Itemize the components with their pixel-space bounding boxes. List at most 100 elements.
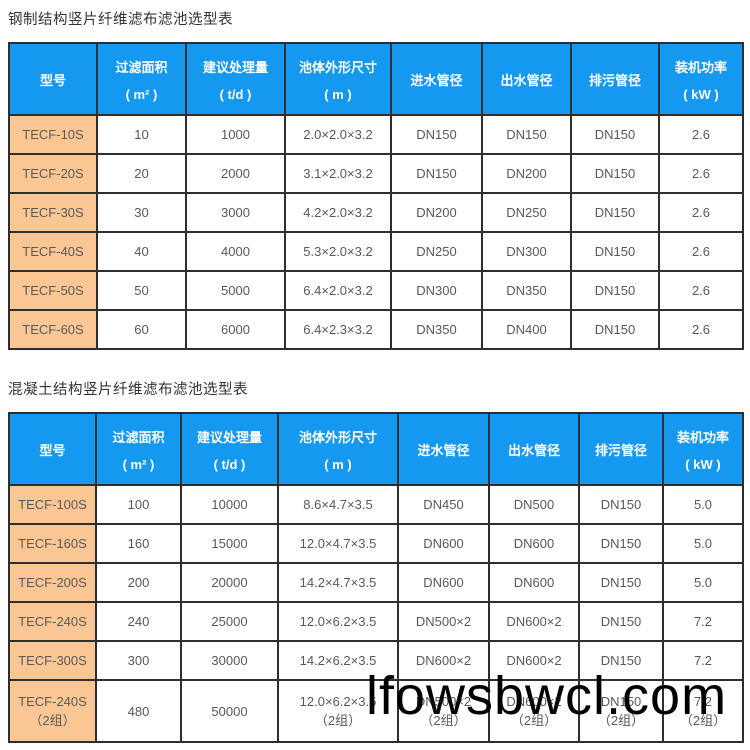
filter-area-cell: 200 xyxy=(95,562,182,603)
col-header-capacity: 建议处理量 ( t/d ) xyxy=(180,412,279,486)
dimensions-cell: 12.0×6.2×3.5 xyxy=(277,601,399,642)
capacity-cell: 6000 xyxy=(185,309,286,350)
col-header-outlet: 出水管径 xyxy=(488,412,580,486)
header-label: 池体外形尺寸 xyxy=(298,59,377,75)
header-label: 排污管径 xyxy=(588,72,641,88)
model-cell: TECF-40S xyxy=(8,231,98,272)
drain-cell: DN150 xyxy=(570,114,660,155)
drain-cell: DN150 （2组） xyxy=(578,679,664,743)
outlet-cell: DN500 xyxy=(488,484,580,525)
filter-area-cell: 60 xyxy=(96,309,187,350)
table-row: TECF-40S 40 4000 5.3×2.0×3.2 DN250 DN300… xyxy=(8,231,744,272)
col-header-drain: 排污管径 xyxy=(570,42,660,116)
dimensions-cell: 8.6×4.7×3.5 xyxy=(277,484,399,525)
header-unit: ( kW ) xyxy=(685,456,721,472)
filter-area-cell: 10 xyxy=(96,114,187,155)
filter-area-cell: 100 xyxy=(95,484,182,525)
capacity-cell: 30000 xyxy=(180,640,279,681)
concrete-spec-table: 型号 过滤面积 ( m² ) 建议处理量 ( t/d ) 池体外形尺寸 ( m ) 进… xyxy=(8,412,744,743)
dimensions-cell: 12.0×4.7×3.5 xyxy=(277,523,399,564)
drain-cell: DN150 xyxy=(570,192,660,233)
inlet-cell: DN500×2 xyxy=(397,601,490,642)
power-cell: 5.0 xyxy=(662,523,744,564)
col-header-capacity: 建议处理量 ( t/d ) xyxy=(185,42,286,116)
header-label: 建议处理量 xyxy=(196,429,262,445)
table-row: TECF-240S 240 25000 12.0×6.2×3.5 DN500×2… xyxy=(8,601,744,642)
header-unit: ( m ) xyxy=(324,86,352,102)
filter-area-cell: 480 xyxy=(95,679,182,743)
header-unit: ( kW ) xyxy=(683,86,719,102)
concrete-table-title: 混凝土结构竖片纤维滤布滤池选型表 xyxy=(8,382,248,398)
header-label: 装机功率 xyxy=(674,59,727,75)
col-header-dimensions: 池体外形尺寸 ( m ) xyxy=(284,42,392,116)
header-label: 排污管径 xyxy=(594,442,647,458)
power-cell: 7.2 （2组） xyxy=(662,679,744,743)
steel-table-title: 钢制结构竖片纤维滤布滤池选型表 xyxy=(8,12,233,28)
power-cell: 5.0 xyxy=(662,562,744,603)
dimensions-cell: 5.3×2.0×3.2 xyxy=(284,231,392,272)
header-unit: ( t/d ) xyxy=(213,456,246,472)
outlet-cell: DN200 xyxy=(481,153,572,194)
power-cell: 7.2 xyxy=(662,601,744,642)
model-cell: TECF-240S （2组） xyxy=(8,679,97,743)
model-cell: TECF-240S xyxy=(8,601,97,642)
model-cell: TECF-50S xyxy=(8,270,98,311)
capacity-cell: 3000 xyxy=(185,192,286,233)
power-cell: 2.6 xyxy=(658,192,744,233)
dimensions-cell: 12.0×6.2×3.5 （2组） xyxy=(277,679,399,743)
col-header-outlet: 出水管径 xyxy=(481,42,572,116)
power-cell: 2.6 xyxy=(658,309,744,350)
drain-cell: DN150 xyxy=(578,484,664,525)
outlet-cell: DN300 xyxy=(481,231,572,272)
header-label: 过滤面积 xyxy=(115,59,168,75)
header-label: 型号 xyxy=(39,72,66,88)
power-cell: 2.6 xyxy=(658,231,744,272)
dimensions-cell: 14.2×6.2×3.5 xyxy=(277,640,399,681)
inlet-cell: DN600×2 xyxy=(397,640,490,681)
outlet-cell: DN600 xyxy=(488,562,580,603)
drain-cell: DN150 xyxy=(578,562,664,603)
inlet-cell: DN150 xyxy=(390,153,483,194)
header-unit: ( m² ) xyxy=(125,86,158,102)
outlet-cell: DN600×2 （2组） xyxy=(488,679,580,743)
inlet-cell: DN250 xyxy=(390,231,483,272)
table-row: TECF-20S 20 2000 3.1×2.0×3.2 DN150 DN200… xyxy=(8,153,744,194)
header-label: 进水管径 xyxy=(410,72,463,88)
drain-cell: DN150 xyxy=(570,231,660,272)
table-row: TECF-30S 30 3000 4.2×2.0×3.2 DN200 DN250… xyxy=(8,192,744,233)
outlet-cell: DN600 xyxy=(488,523,580,564)
steel-header-row: 型号 过滤面积 ( m² ) 建议处理量 ( t/d ) 池体外形尺寸 ( m ) 进… xyxy=(8,42,744,116)
outlet-cell: DN350 xyxy=(481,270,572,311)
model-cell: TECF-20S xyxy=(8,153,98,194)
col-header-filter-area: 过滤面积 ( m² ) xyxy=(96,42,187,116)
dimensions-cell: 6.4×2.0×3.2 xyxy=(284,270,392,311)
table-row: TECF-300S 300 30000 14.2×6.2×3.5 DN600×2… xyxy=(8,640,744,681)
power-cell: 2.6 xyxy=(658,270,744,311)
power-cell: 5.0 xyxy=(662,484,744,525)
capacity-cell: 25000 xyxy=(180,601,279,642)
filter-area-cell: 40 xyxy=(96,231,187,272)
col-header-power: 装机功率 ( kW ) xyxy=(662,412,744,486)
filter-area-cell: 160 xyxy=(95,523,182,564)
table-row: TECF-240S （2组） 480 50000 12.0×6.2×3.5 （2… xyxy=(8,679,744,743)
col-header-model: 型号 xyxy=(8,42,98,116)
inlet-cell: DN350 xyxy=(390,309,483,350)
outlet-cell: DN400 xyxy=(481,309,572,350)
capacity-cell: 1000 xyxy=(185,114,286,155)
model-cell: TECF-100S xyxy=(8,484,97,525)
col-header-power: 装机功率 ( kW ) xyxy=(658,42,744,116)
drain-cell: DN150 xyxy=(578,640,664,681)
capacity-cell: 20000 xyxy=(180,562,279,603)
filter-area-cell: 240 xyxy=(95,601,182,642)
header-label: 池体外形尺寸 xyxy=(298,429,377,445)
outlet-cell: DN150 xyxy=(481,114,572,155)
table-row: TECF-10S 10 1000 2.0×2.0×3.2 DN150 DN150… xyxy=(8,114,744,155)
inlet-cell: DN500×2 （2组） xyxy=(397,679,490,743)
model-cell: TECF-300S xyxy=(8,640,97,681)
col-header-model: 型号 xyxy=(8,412,97,486)
header-label: 进水管径 xyxy=(417,442,470,458)
table-row: TECF-200S 200 20000 14.2×4.7×3.5 DN600 D… xyxy=(8,562,744,603)
header-unit: ( m² ) xyxy=(122,456,155,472)
outlet-cell: DN600×2 xyxy=(488,601,580,642)
